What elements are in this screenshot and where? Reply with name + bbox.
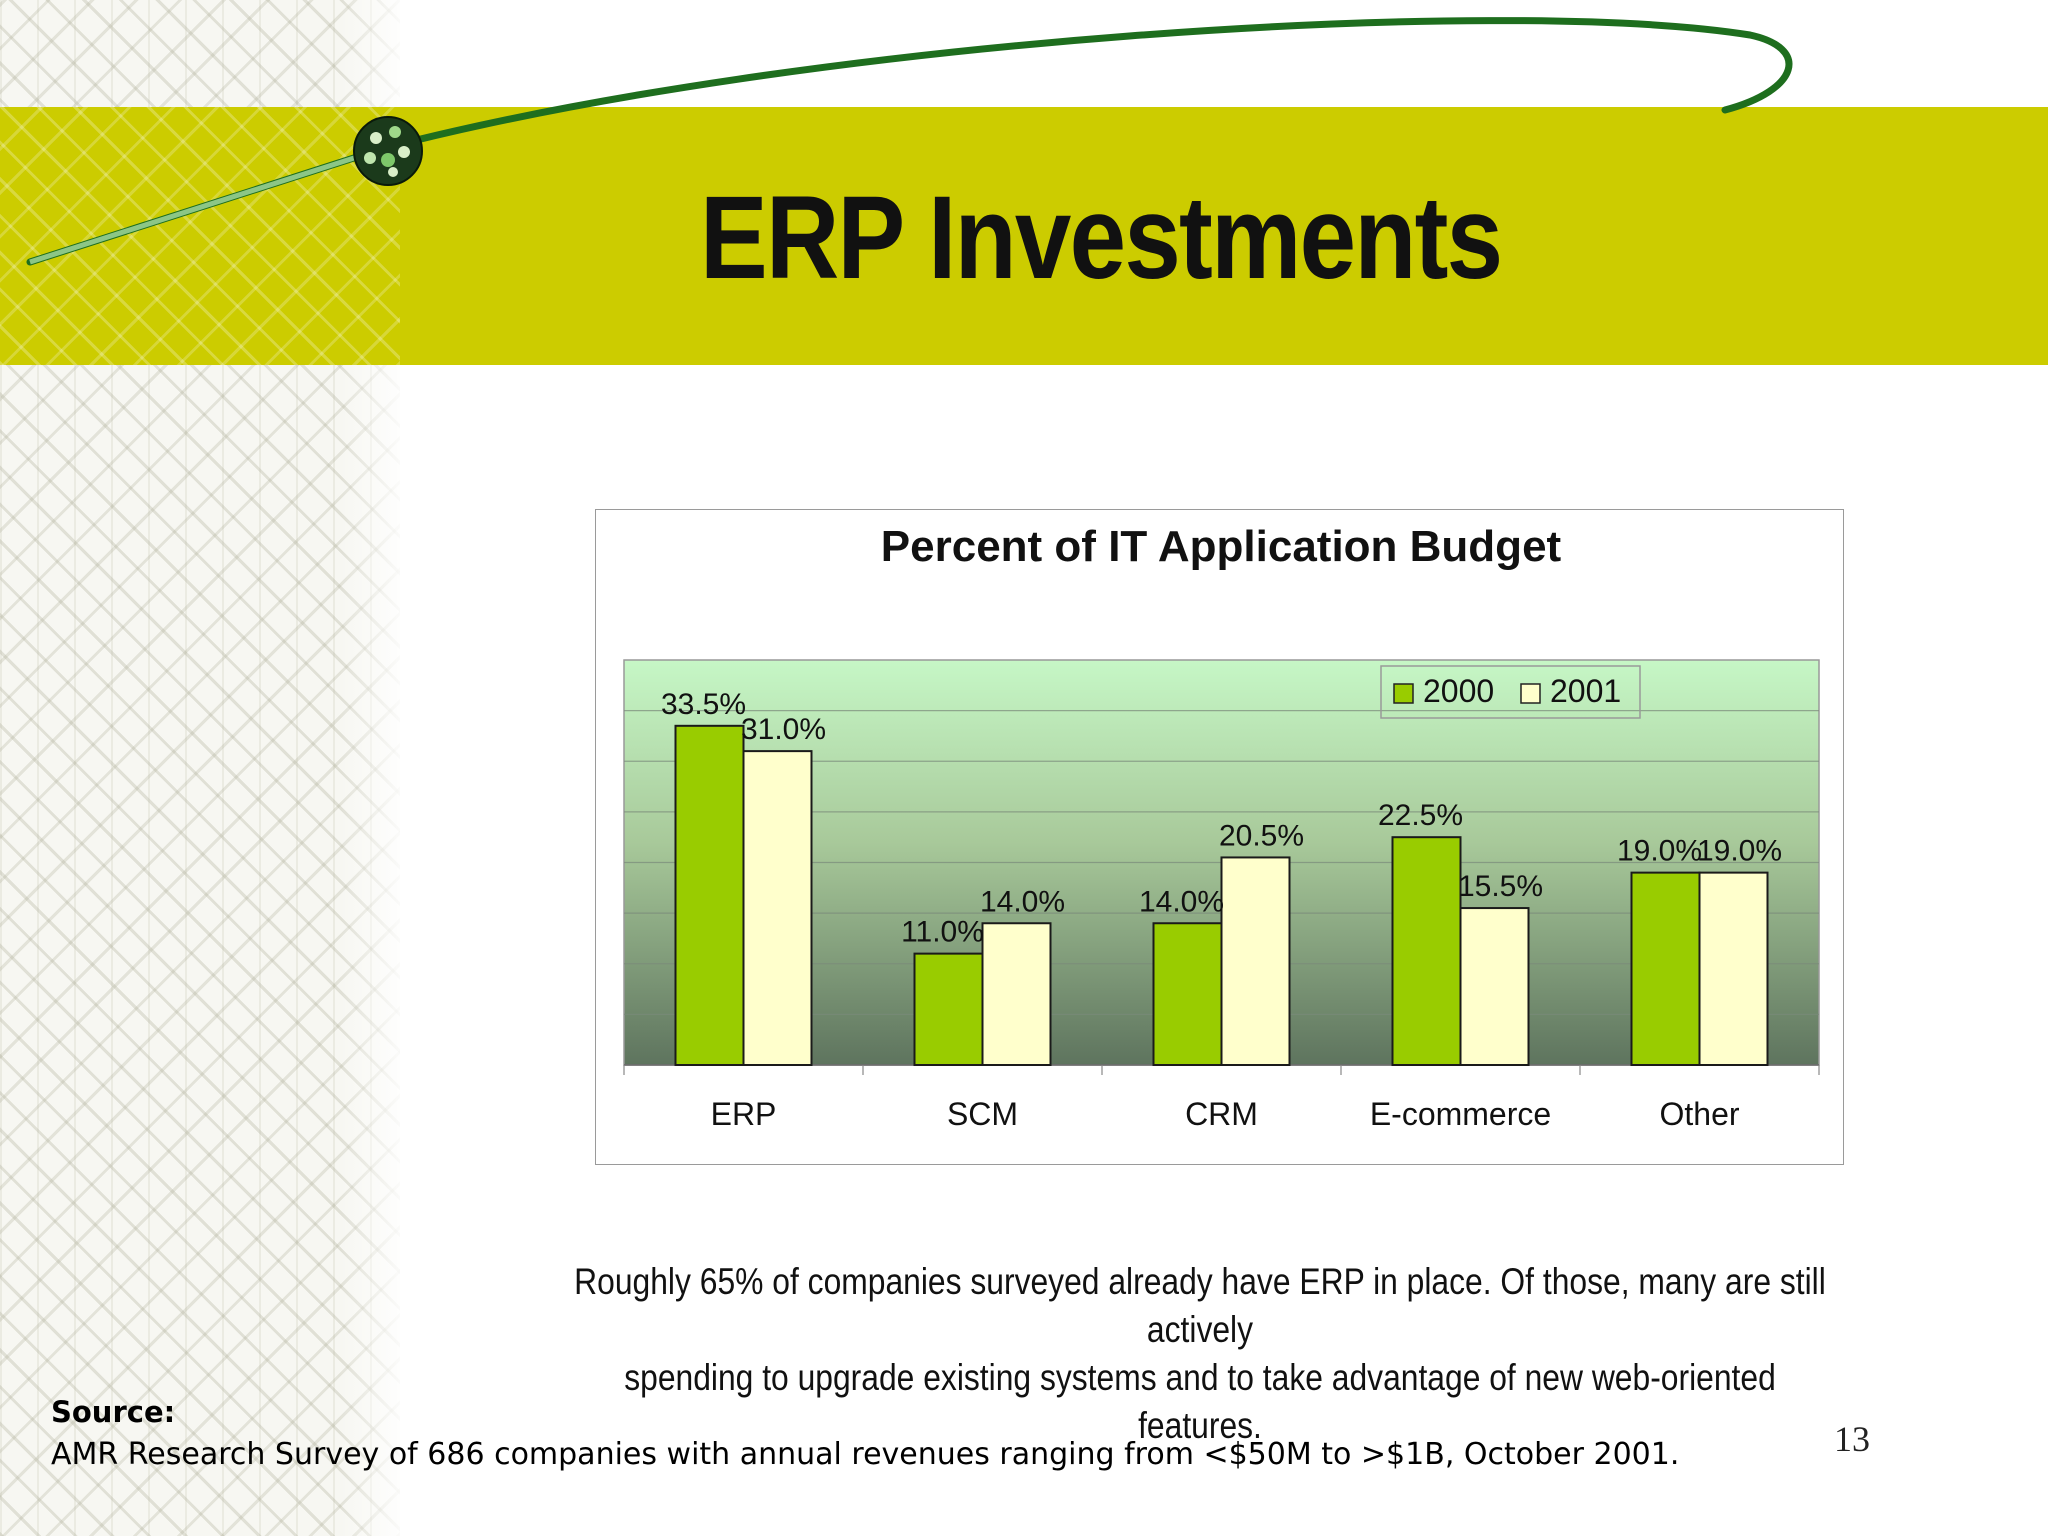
legend-label-2001: 2001 [1550,673,1621,709]
bar-2001-e-commerce [1459,907,1530,1066]
data-label-2001-crm: 20.5% [1219,819,1304,852]
bar-2001-other [1698,871,1769,1066]
x-axis-ticks [623,1065,1820,1075]
x-label-scm: SCM [947,1096,1018,1132]
x-label-e-commerce: E-commerce [1370,1096,1551,1132]
legend-swatch-2001 [1520,683,1541,704]
x-label-crm: CRM [1185,1096,1258,1132]
bar-2000-e-commerce [1391,836,1462,1066]
data-label-2001-other: 19.0% [1697,835,1782,868]
swoosh-decoration [26,17,1793,266]
bar-2001-crm [1220,856,1291,1066]
legend-label-2000: 2000 [1423,673,1494,709]
data-label-2000-e-commerce: 22.5% [1378,799,1463,832]
source-label: Source: [51,1395,176,1429]
data-label-2000-erp: 33.5% [661,688,746,721]
bar-chart: Percent of IT Application Budget 33.5%31… [623,522,1820,1132]
caption-line-2: spending to upgrade existing systems and… [624,1357,1776,1446]
title-band [0,107,2048,365]
chart-title: Percent of IT Application Budget [881,522,1562,571]
bar-2000-other [1630,871,1701,1066]
bars [674,724,1769,1066]
bar-2001-scm [981,922,1052,1066]
x-label-erp: ERP [711,1096,777,1132]
x-axis-labels: ERP SCM CRM E-commerce Other [711,1096,1740,1132]
x-label-other: Other [1659,1096,1739,1132]
data-label-2001-erp: 31.0% [741,713,826,746]
data-label-2000-crm: 14.0% [1139,885,1224,918]
globe-icon [353,116,423,186]
data-label-2000-scm: 11.0% [901,916,984,949]
legend-swatch-2000 [1393,683,1414,704]
bar-2001-erp [742,750,813,1066]
swoosh-arc [26,17,1793,266]
caption-line-1: Roughly 65% of companies surveyed alread… [574,1261,1826,1350]
data-label-2000-other: 19.0% [1617,835,1702,868]
source-text: AMR Research Survey of 686 companies wit… [51,1437,1680,1472]
bar-2000-erp [674,724,745,1066]
slide-caption: Roughly 65% of companies surveyed alread… [572,1258,1828,1450]
slide-title: ERP Investments [700,172,1503,304]
bar-2000-crm [1152,922,1223,1066]
bar-2000-scm [913,952,984,1066]
data-label-2001-scm: 14.0% [980,885,1065,918]
legend: 2000 2001 [1380,665,1641,719]
title-band-pattern [0,107,400,365]
swoosh-tail [29,145,386,265]
page-number: 13 [1834,1419,1870,1459]
data-label-2001-e-commerce: 15.5% [1458,870,1543,903]
data-labels: 33.5%31.0%11.0%14.0% 14.0%20.5%22.5%15.5%… [661,688,1782,949]
